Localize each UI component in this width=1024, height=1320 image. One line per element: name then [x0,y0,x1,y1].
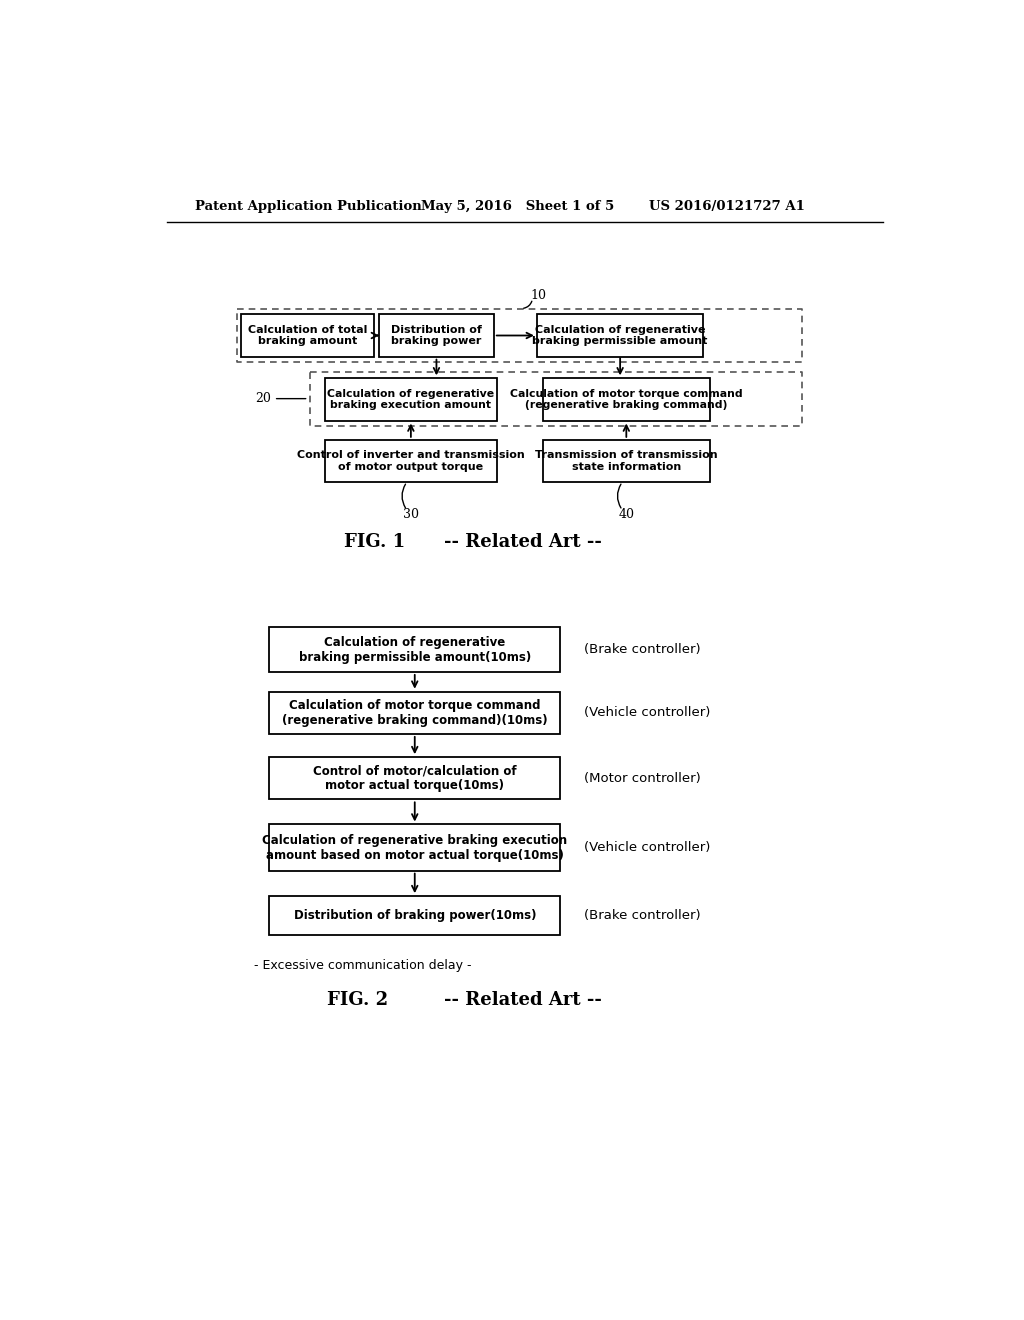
FancyBboxPatch shape [269,692,560,734]
Text: Control of motor/calculation of
motor actual torque(10ms): Control of motor/calculation of motor ac… [313,764,516,792]
Text: Calculation of regenerative braking execution
amount based on motor actual torqu: Calculation of regenerative braking exec… [262,833,567,862]
Text: Distribution of braking power(10ms): Distribution of braking power(10ms) [294,908,536,921]
Text: Calculation of regenerative
braking permissible amount(10ms): Calculation of regenerative braking perm… [299,636,530,664]
Text: - Excessive communication delay -: - Excessive communication delay - [254,958,471,972]
Text: 20: 20 [256,392,271,405]
Text: (Vehicle controller): (Vehicle controller) [584,706,710,719]
Text: 10: 10 [530,289,547,302]
Text: Calculation of regenerative
braking permissible amount: Calculation of regenerative braking perm… [532,325,708,346]
FancyBboxPatch shape [269,627,560,672]
FancyBboxPatch shape [269,896,560,935]
FancyBboxPatch shape [241,314,375,356]
Text: FIG. 2: FIG. 2 [327,991,388,1008]
Text: Calculation of total
braking amount: Calculation of total braking amount [248,325,368,346]
FancyBboxPatch shape [269,758,560,800]
Text: Distribution of
braking power: Distribution of braking power [391,325,482,346]
Text: Transmission of transmission
state information: Transmission of transmission state infor… [535,450,718,471]
FancyBboxPatch shape [325,440,497,482]
Text: (Motor controller): (Motor controller) [584,772,700,785]
Text: Calculation of regenerative
braking execution amount: Calculation of regenerative braking exec… [328,388,495,411]
Text: 30: 30 [402,508,419,520]
Text: (Brake controller): (Brake controller) [584,908,700,921]
Text: Patent Application Publication: Patent Application Publication [196,201,422,214]
FancyBboxPatch shape [543,440,710,482]
Text: -- Related Art --: -- Related Art -- [444,533,602,550]
Text: 40: 40 [618,508,634,520]
Text: US 2016/0121727 A1: US 2016/0121727 A1 [649,201,805,214]
Text: -- Related Art --: -- Related Art -- [444,991,602,1008]
FancyBboxPatch shape [543,379,710,421]
Text: Control of inverter and transmission
of motor output torque: Control of inverter and transmission of … [297,450,524,471]
Text: (Vehicle controller): (Vehicle controller) [584,841,710,854]
FancyBboxPatch shape [269,825,560,871]
FancyBboxPatch shape [379,314,494,356]
Text: May 5, 2016   Sheet 1 of 5: May 5, 2016 Sheet 1 of 5 [421,201,614,214]
FancyBboxPatch shape [325,379,497,421]
Text: FIG. 1: FIG. 1 [344,533,406,550]
Text: (Brake controller): (Brake controller) [584,643,700,656]
Text: Calculation of motor torque command
(regenerative braking command): Calculation of motor torque command (reg… [510,388,742,411]
Text: Calculation of motor torque command
(regenerative braking command)(10ms): Calculation of motor torque command (reg… [282,698,548,727]
FancyBboxPatch shape [537,314,703,356]
